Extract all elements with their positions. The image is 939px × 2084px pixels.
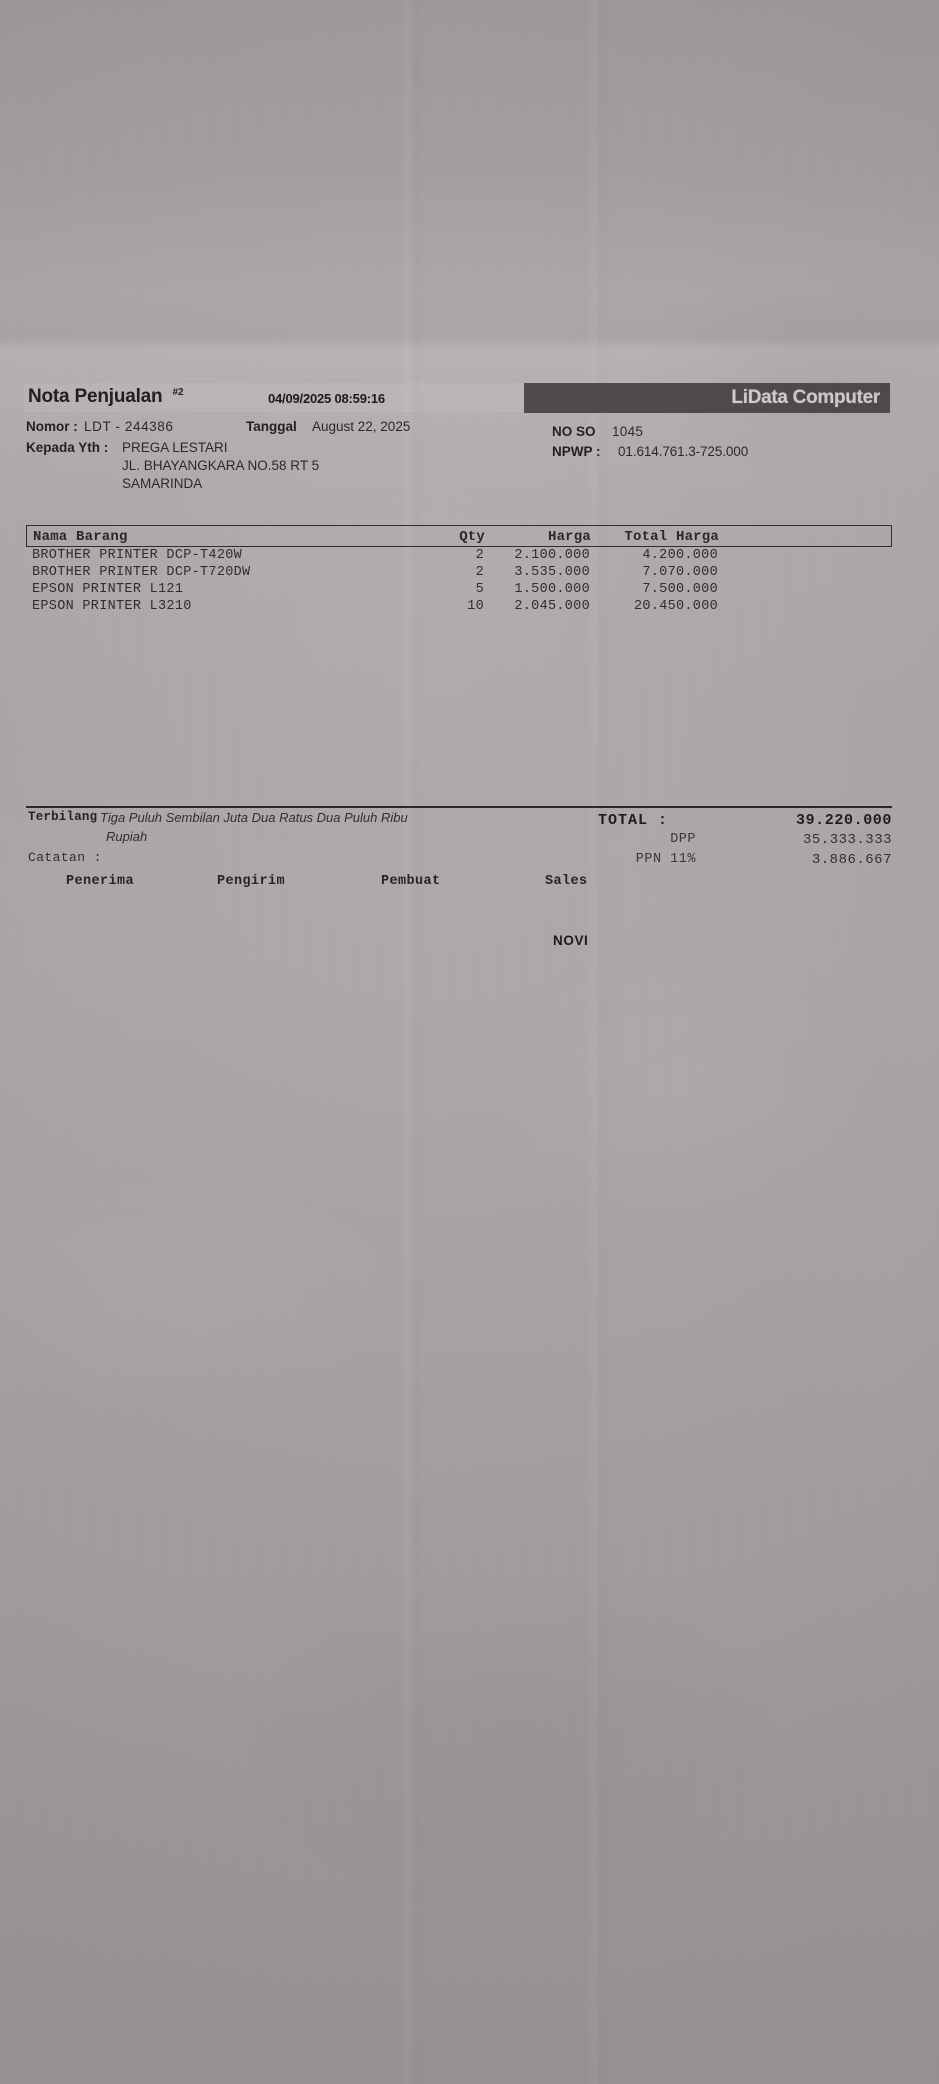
cell-total-harga: 20.450.000 (633, 599, 718, 614)
table-row: BROTHER PRINTER DCP-T420W 2 2.100.000 4.… (26, 547, 892, 564)
company-logo-band: LiData Computer (524, 383, 890, 413)
tanggal-label: Tanggal (246, 419, 297, 434)
column-header-harga: Harga (547, 529, 591, 545)
table-row: BROTHER PRINTER DCP-T720DW 2 3.535.000 7… (26, 564, 892, 581)
kepada-yth-label: Kepada Yth : (26, 440, 109, 455)
no-so-label: NO SO (552, 424, 596, 439)
signature-label-sales: Sales (545, 874, 588, 889)
table-row: EPSON PRINTER L121 5 1.500.000 7.500.000 (26, 581, 892, 598)
customer-address-line-2: SAMARINDA (122, 476, 203, 491)
cell-nama-barang: EPSON PRINTER L121 (32, 582, 184, 597)
cell-total-harga: 7.070.000 (642, 565, 718, 580)
dpp-label: DPP (670, 832, 696, 847)
cell-nama-barang: BROTHER PRINTER DCP-T420W (32, 548, 243, 563)
total-label: TOTAL : (598, 812, 669, 829)
print-timestamp: 04/09/2025 08:59:16 (268, 391, 385, 406)
cell-harga: 1.500.000 (514, 582, 590, 597)
footer-divider (26, 806, 892, 808)
page-title-text: Nota Penjualan (28, 386, 163, 407)
nomor-label: Nomor : (26, 419, 78, 434)
cell-total-harga: 7.500.000 (642, 582, 718, 597)
cell-qty: 2 (475, 565, 484, 580)
terbilang-label: Terbilang (28, 810, 98, 824)
signature-label-pengirim: Pengirim (217, 874, 286, 889)
table-row: EPSON PRINTER L3210 10 2.045.000 20.450.… (26, 598, 892, 615)
cell-nama-barang: EPSON PRINTER L3210 (32, 599, 192, 614)
customer-address-line-1: JL. BHAYANGKARA NO.58 RT 5 (122, 458, 320, 473)
catatan-label: Catatan : (28, 850, 102, 865)
cell-total-harga: 4.200.000 (642, 548, 718, 563)
column-header-total-harga: Total Harga (624, 529, 719, 545)
cell-qty: 5 (475, 582, 484, 597)
terbilang-line-1: Tiga Puluh Sembilan Juta Dua Ratus Dua P… (100, 810, 408, 825)
company-logo-text: LiData Computer (731, 387, 880, 408)
header-band (24, 383, 544, 412)
signature-label-pembuat: Pembuat (381, 874, 441, 889)
customer-name: PREGA LESTARI (122, 440, 228, 455)
cell-qty: 2 (475, 548, 484, 563)
dpp-value: 35.333.333 (802, 832, 892, 848)
page-title-superscript: #2 (172, 386, 184, 398)
cell-harga: 3.535.000 (514, 565, 590, 580)
items-table: Nama Barang Qty Harga Total Harga BROTHE… (26, 525, 892, 615)
cell-qty: 10 (467, 599, 484, 614)
items-table-body: BROTHER PRINTER DCP-T420W 2 2.100.000 4.… (26, 547, 892, 615)
cell-harga: 2.045.000 (514, 599, 590, 614)
no-so-value: 1045 (612, 424, 644, 439)
ppn-label: PPN 11% (635, 852, 696, 867)
nomor-value: LDT - 244386 (84, 419, 174, 434)
tanggal-value: August 22, 2025 (312, 419, 411, 434)
npwp-label: NPWP : (552, 444, 601, 459)
terbilang-line-2: Rupiah (106, 829, 148, 844)
npwp-value: 01.614.761.3-725.000 (618, 444, 749, 459)
cell-nama-barang: BROTHER PRINTER DCP-T720DW (32, 565, 251, 580)
column-header-qty: Qty (459, 529, 485, 545)
total-value: 39.220.000 (795, 812, 892, 829)
ppn-value: 3.886.667 (811, 852, 892, 868)
signature-label-penerima: Penerima (66, 874, 135, 889)
cell-harga: 2.100.000 (514, 548, 590, 563)
items-table-header-row: Nama Barang Qty Harga Total Harga (26, 525, 892, 547)
column-header-nama-barang: Nama Barang (33, 529, 128, 545)
sales-person-name: NOVI (553, 933, 589, 948)
page-title: Nota Penjualan #2 (28, 386, 184, 408)
